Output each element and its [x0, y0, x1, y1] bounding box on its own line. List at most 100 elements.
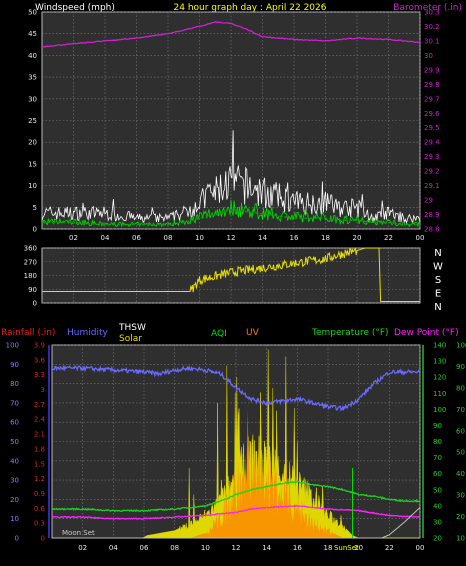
temperature-series [51, 480, 421, 513]
wind-x-tick: 14 [258, 234, 267, 242]
wind-x-tick: 06 [132, 234, 141, 242]
temperature-y-tick: 50 [433, 486, 442, 494]
wind-y-tick: 35 [28, 74, 37, 82]
rainfall-y-tick: 2.1 [34, 431, 45, 439]
barometer-axis-title: Barometer (.in) [393, 3, 462, 13]
weather-x-tick: 18 [324, 544, 333, 552]
wind-y-tick: 10 [28, 182, 37, 190]
graph-title: 24 hour graph day : April 22 2026 [174, 3, 327, 13]
humidity-y-tick: 50 [10, 438, 19, 446]
humidity-y-tick: 10 [10, 515, 19, 523]
rainfall-y-tick: 1.2 [34, 475, 45, 483]
wind-y-tick: 50 [28, 9, 37, 17]
windspeed-axis-title: Windspeed (mph) [35, 3, 115, 13]
barometer-y-tick: 29.9 [424, 66, 440, 74]
sunset-label: SunSet [334, 544, 359, 552]
wind-x-tick: 18 [321, 234, 330, 242]
legend-thsw: THSW [118, 323, 146, 333]
barometer-y-tick: 29.1 [424, 182, 440, 190]
humidity-y-tick: 60 [10, 419, 19, 427]
wind-average-series [42, 208, 420, 226]
dewpoint-y-tick: 10 [456, 535, 465, 543]
temperature-y-tick: 60 [433, 470, 442, 478]
weather-x-tick: 00 [416, 544, 425, 552]
weather-x-tick: 04 [109, 544, 118, 552]
compass-label: W [433, 262, 443, 273]
barometer-y-tick: 29.5 [424, 124, 440, 132]
temperature-y-tick: 120 [433, 374, 446, 382]
dew-point-series [51, 504, 421, 520]
rainfall-y-tick: 3.3 [34, 371, 45, 379]
humidity-y-tick: 40 [10, 457, 19, 465]
wind-y-tick: 30 [28, 95, 37, 103]
rainfall-y-tick: 1.5 [34, 460, 45, 468]
thsw-series [52, 507, 421, 539]
wind-speed-series [41, 199, 421, 228]
moon-set-label: Moon Set [62, 529, 95, 537]
legend-solar: Solar [119, 334, 142, 344]
barometer-y-tick: 29.8 [424, 81, 440, 89]
barometer-y-tick: 30 [424, 52, 433, 60]
humidity-y-tick: 0 [15, 535, 19, 543]
wind-x-tick: 16 [290, 234, 299, 242]
weather-x-tick: 10 [201, 544, 210, 552]
chart-layer: 02 04 06 08 10 12 14 16 18 20 22 000510152025303540… [6, 9, 466, 553]
rainfall-y-tick: 0.9 [34, 490, 45, 498]
temperature-y-tick: 110 [433, 390, 446, 398]
wind-x-tick: 08 [164, 234, 173, 242]
wind-x-tick: 20 [353, 234, 362, 242]
weather-x-tick: 16 [293, 544, 302, 552]
legend-aqi: AQI [211, 329, 227, 339]
direction-y-tick: 360 [24, 245, 37, 253]
temperature-y-tick: 70 [433, 454, 442, 462]
wind-y-tick: 20 [28, 139, 37, 147]
humidity-y-tick: 80 [10, 380, 19, 388]
rainfall-y-tick: 0.3 [34, 520, 45, 528]
rainfall-y-tick: 3.9 [34, 342, 45, 350]
compass-label: N [434, 248, 441, 259]
wind-y-tick: 5 [33, 204, 37, 212]
wind-x-tick: 02 [69, 234, 78, 242]
temperature-y-tick: 90 [433, 422, 442, 430]
weather-x-tick: 06 [140, 544, 149, 552]
dewpoint-y-tick: 80 [456, 384, 465, 392]
barometer-y-tick: 29.3 [424, 153, 440, 161]
legend-rainfall: Rainfall (.in) [1, 328, 55, 338]
weather-x-tick: 20 [354, 544, 363, 552]
barometer-series [41, 20, 421, 48]
dewpoint-y-tick: 90 [456, 363, 465, 371]
wind-y-tick: 45 [28, 30, 37, 38]
humidity-y-tick: 100 [6, 342, 19, 350]
wind-gust-series [41, 130, 421, 225]
barometer-y-tick: 29.7 [424, 95, 440, 103]
direction-series [42, 247, 420, 302]
barometer-y-tick: 30.1 [424, 37, 440, 45]
direction-y-tick: 0 [33, 300, 37, 308]
dewpoint-y-tick: 100 [456, 342, 466, 350]
wind-y-tick: 15 [28, 160, 37, 168]
wind-x-tick: 12 [227, 234, 236, 242]
barometer-y-tick: 30.3 [424, 9, 440, 17]
barometer-y-tick: 29.4 [424, 139, 440, 147]
dewpoint-y-tick: 30 [456, 492, 465, 500]
compass-label: E [435, 289, 441, 300]
barometer-y-tick: 29.2 [424, 168, 440, 176]
humidity-y-tick: 30 [10, 477, 19, 485]
temperature-y-tick: 100 [433, 406, 446, 414]
wind-x-tick: 00 [416, 234, 425, 242]
barometer-y-tick: 29 [424, 197, 433, 205]
barometer-y-tick: 28.9 [424, 211, 440, 219]
rainfall-y-tick: 0.6 [34, 505, 46, 513]
compass-label: S [435, 275, 441, 286]
humidity-y-tick: 90 [10, 361, 19, 369]
temperature-y-tick: 130 [433, 358, 446, 366]
rainfall-y-tick: 2.4 [34, 416, 46, 424]
dewpoint-y-tick: 60 [456, 427, 465, 435]
dewpoint-y-tick: 50 [456, 449, 465, 457]
direction-y-tick: 90 [28, 286, 37, 294]
weather-x-tick: 02 [78, 544, 87, 552]
rainfall-y-tick: 2.7 [34, 401, 45, 409]
barometer-y-tick: 28.8 [424, 226, 440, 234]
weather-x-tick: 14 [262, 544, 271, 552]
